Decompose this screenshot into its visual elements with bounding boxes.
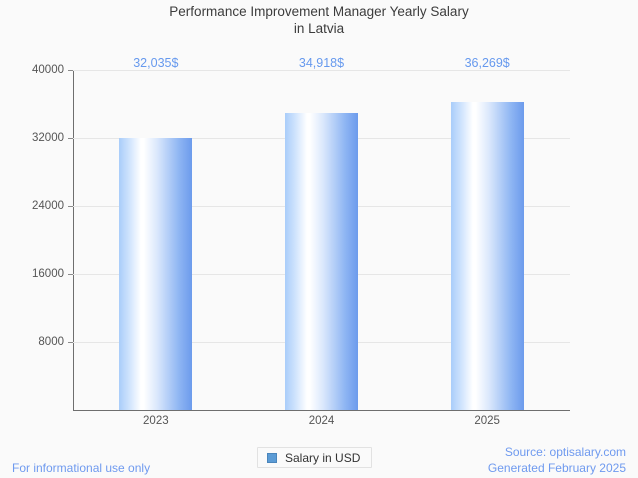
chart-title: Performance Improvement Manager Yearly S… [169,4,469,36]
y-axis-labels: 8000 16000 24000 32000 40000 [0,64,73,411]
disclaimer-text: For informational use only [12,461,151,475]
bar-2023[interactable] [119,137,193,410]
y-axis-tick-label: 24000 [32,200,64,212]
y-axis-tick-label: 8000 [38,336,64,348]
x-axis-label-2023: 2023 [143,415,169,427]
bar-2025[interactable] [450,101,524,410]
gridline [73,70,570,71]
source-block: Source: optisalary.com Generated Februar… [488,445,626,476]
y-axis-tick [68,206,73,207]
y-axis-tick-label: 40000 [32,64,64,76]
x-axis-label-2024: 2024 [308,415,335,427]
plot-area [68,70,570,411]
value-label-2024: 34,918$ [298,56,345,70]
bar-2024[interactable] [285,113,358,410]
generated-text: Generated February 2025 [487,460,626,475]
y-axis-line [73,70,74,411]
y-axis-tick [68,70,73,71]
y-axis-tick-label: 16000 [32,268,64,280]
y-axis-tick [68,274,73,275]
x-axis-label-2025: 2025 [474,415,500,427]
y-axis-tick [68,138,73,139]
y-axis-tick [68,342,73,343]
legend-swatch-icon [267,452,277,463]
legend-item-label: Salary in USD [285,450,361,465]
source-text: Source: optisalary.com [504,445,626,459]
value-label-2023: 32,035$ [133,56,179,70]
x-axis-line [73,410,570,411]
chart-legend[interactable]: Salary in USD [257,447,373,468]
value-label-2025: 36,269$ [464,56,510,70]
y-axis-tick-label: 32000 [32,132,64,144]
